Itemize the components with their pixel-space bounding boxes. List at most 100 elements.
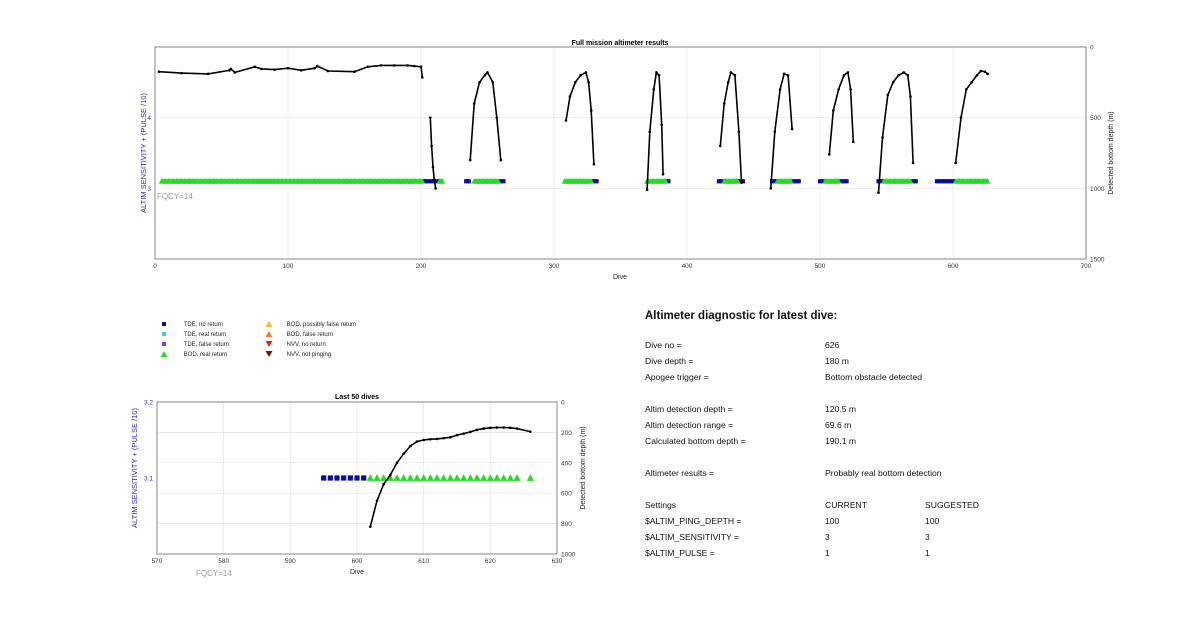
bottom-depth-point xyxy=(902,71,906,74)
tde-no-return-marker xyxy=(426,179,432,184)
chart1-fqcy-annotation: FQCY=14 xyxy=(157,192,193,201)
full-mission-chart: Full mission altimeter results 0 100 200 30… xyxy=(139,40,1115,281)
x-tick-label: 200 xyxy=(416,263,427,270)
calculated-depth-label: Calculated bottom depth = xyxy=(645,436,746,446)
bod-real-return-marker xyxy=(446,474,454,481)
bottom-depth-line xyxy=(828,70,855,155)
pulse-suggested: 1 xyxy=(925,548,930,558)
chart1-grid xyxy=(155,47,1086,259)
chart1-title: Full mission altimeter results xyxy=(572,40,669,47)
tde-no-return-marker xyxy=(429,179,434,184)
bottom-depth-point xyxy=(737,130,741,134)
bottom-depth-point xyxy=(286,66,290,70)
x-tick-label: 610 xyxy=(418,558,429,565)
chart1-xlabel: Dive xyxy=(613,274,627,281)
legend-triangle-up-icon xyxy=(160,351,168,357)
bottom-depth-point xyxy=(587,81,590,84)
tde-no-return-marker xyxy=(666,179,671,184)
legend-square-icon xyxy=(162,332,166,336)
right-tick-label: 1000 xyxy=(1090,186,1105,193)
dive-depth-row: Dive depth = 180 m xyxy=(645,356,1165,372)
tde-no-return-marker xyxy=(876,179,881,184)
bottom-depth-point xyxy=(442,436,445,440)
tde-no-return-marker xyxy=(950,179,956,184)
bottom-depth-point xyxy=(300,69,303,72)
left-tick-label: 3.2 xyxy=(144,400,153,407)
legend-item: TDE, false return xyxy=(160,340,229,350)
tde-no-return-marker xyxy=(434,179,440,184)
bottom-depth-point xyxy=(353,70,356,74)
bod-real-return-marker xyxy=(419,178,426,184)
x-tick-label: 630 xyxy=(552,558,563,565)
chart1-left-ylabel: ALTIM SENSITIVITY + (PULSE /10) xyxy=(139,93,148,213)
left-tick-label: 4 xyxy=(147,115,151,122)
bottom-depth-point xyxy=(959,116,963,119)
chart1-right-ticks: 0 500 1000 1500 xyxy=(1090,45,1105,264)
chart1-left-ticks: 34 xyxy=(147,115,151,193)
chart1-marks xyxy=(157,64,991,194)
bottom-depth-point xyxy=(409,444,412,448)
bottom-depth-point xyxy=(455,433,459,437)
tde-no-return-marker xyxy=(321,475,327,481)
altimeter-diagnostic-panel: Altimeter diagnostic for latest dive: Di… xyxy=(645,310,1165,564)
bottom-depth-line xyxy=(719,71,743,183)
left-tick-label: 3.1 xyxy=(144,476,153,483)
bottom-depth-point xyxy=(393,64,396,67)
chart1-right-ylabel: Detected bottom depth (m) xyxy=(1108,111,1115,194)
bottom-depth-point xyxy=(502,426,505,429)
tde-no-return-marker xyxy=(354,475,360,481)
chart2-left-ticks: 3.1 3.2 xyxy=(144,400,153,483)
settings-header-row: Settings CURRENT SUGGESTED xyxy=(645,500,1165,516)
bottom-depth-point xyxy=(729,71,733,74)
tde-no-return-marker xyxy=(594,179,599,184)
apogee-trigger-row: Apogee trigger = Bottom obstacle detecte… xyxy=(645,372,1165,388)
tde-no-return-marker xyxy=(934,179,940,184)
bod-real-return-marker xyxy=(439,178,446,184)
bottom-depth-point xyxy=(483,73,487,77)
bottom-depth-point xyxy=(422,438,425,442)
tde-no-return-marker xyxy=(498,179,503,184)
right-tick-label: 0 xyxy=(1090,45,1094,52)
bottom-depth-point xyxy=(906,73,910,77)
legend-item: TDE, real return xyxy=(160,330,226,340)
bod-real-return-marker xyxy=(393,474,401,481)
bod-real-return-marker xyxy=(420,474,428,481)
tde-no-return-marker xyxy=(738,179,743,184)
bottom-depth-point xyxy=(430,144,433,148)
left-tick-label: 3 xyxy=(147,186,151,193)
tde-no-return-marker xyxy=(740,179,745,184)
right-tick-label: 1500 xyxy=(1090,257,1105,264)
tde-no-return-marker xyxy=(361,475,367,481)
bottom-depth-point xyxy=(157,70,161,74)
x-tick-label: 580 xyxy=(218,558,229,565)
marker-legend: TDE, no return TDE, real return TDE, fal… xyxy=(160,320,420,364)
x-tick-label: 500 xyxy=(815,263,826,270)
suggested-column-header: SUGGESTED xyxy=(925,500,979,510)
tde-no-return-marker xyxy=(839,179,844,184)
pulse-label: $ALTIM_PULSE = xyxy=(645,548,715,558)
bottom-depth-point xyxy=(472,102,476,105)
chart2-marks xyxy=(321,426,534,528)
bottom-depth-point xyxy=(645,188,649,192)
bottom-depth-point xyxy=(828,153,831,156)
detection-range-value: 69.6 m xyxy=(825,420,852,430)
tde-no-return-marker xyxy=(940,179,945,184)
bod-real-return-marker xyxy=(588,178,595,184)
bod-real-return-marker xyxy=(493,474,501,481)
bottom-depth-point xyxy=(909,95,912,98)
bottom-depth-point xyxy=(652,88,656,91)
legend-triangle-down-icon xyxy=(265,351,273,357)
x-tick-label: 100 xyxy=(283,263,294,270)
right-tick-label: 1000 xyxy=(561,552,576,559)
bottom-depth-point xyxy=(564,119,568,122)
bottom-depth-line xyxy=(420,66,424,78)
bottom-depth-point xyxy=(229,67,233,71)
bottom-depth-point xyxy=(478,81,481,84)
bottom-depth-point xyxy=(970,81,973,84)
x-tick-label: 700 xyxy=(1081,263,1092,270)
bottom-depth-point xyxy=(233,71,237,74)
ping-depth-row: $ALTIM_PING_DEPTH = 100 100 xyxy=(645,516,1165,532)
bod-real-return-marker xyxy=(466,474,474,481)
bottom-depth-point xyxy=(475,428,479,432)
bottom-depth-point xyxy=(313,66,316,70)
